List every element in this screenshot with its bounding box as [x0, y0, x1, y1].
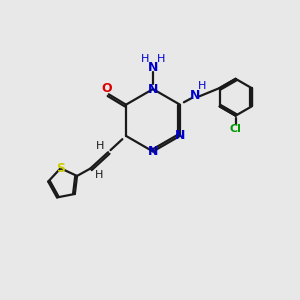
Text: O: O — [101, 82, 112, 95]
Text: H: H — [140, 54, 149, 64]
Text: H: H — [96, 141, 104, 151]
Text: Cl: Cl — [230, 124, 242, 134]
Text: N: N — [190, 89, 201, 102]
Text: N: N — [175, 129, 185, 142]
Text: H: H — [198, 81, 206, 91]
Text: H: H — [157, 54, 166, 64]
Text: S: S — [56, 162, 65, 175]
Text: N: N — [148, 82, 158, 96]
Text: N: N — [148, 61, 158, 74]
Text: N: N — [148, 145, 158, 158]
Text: H: H — [95, 170, 103, 180]
